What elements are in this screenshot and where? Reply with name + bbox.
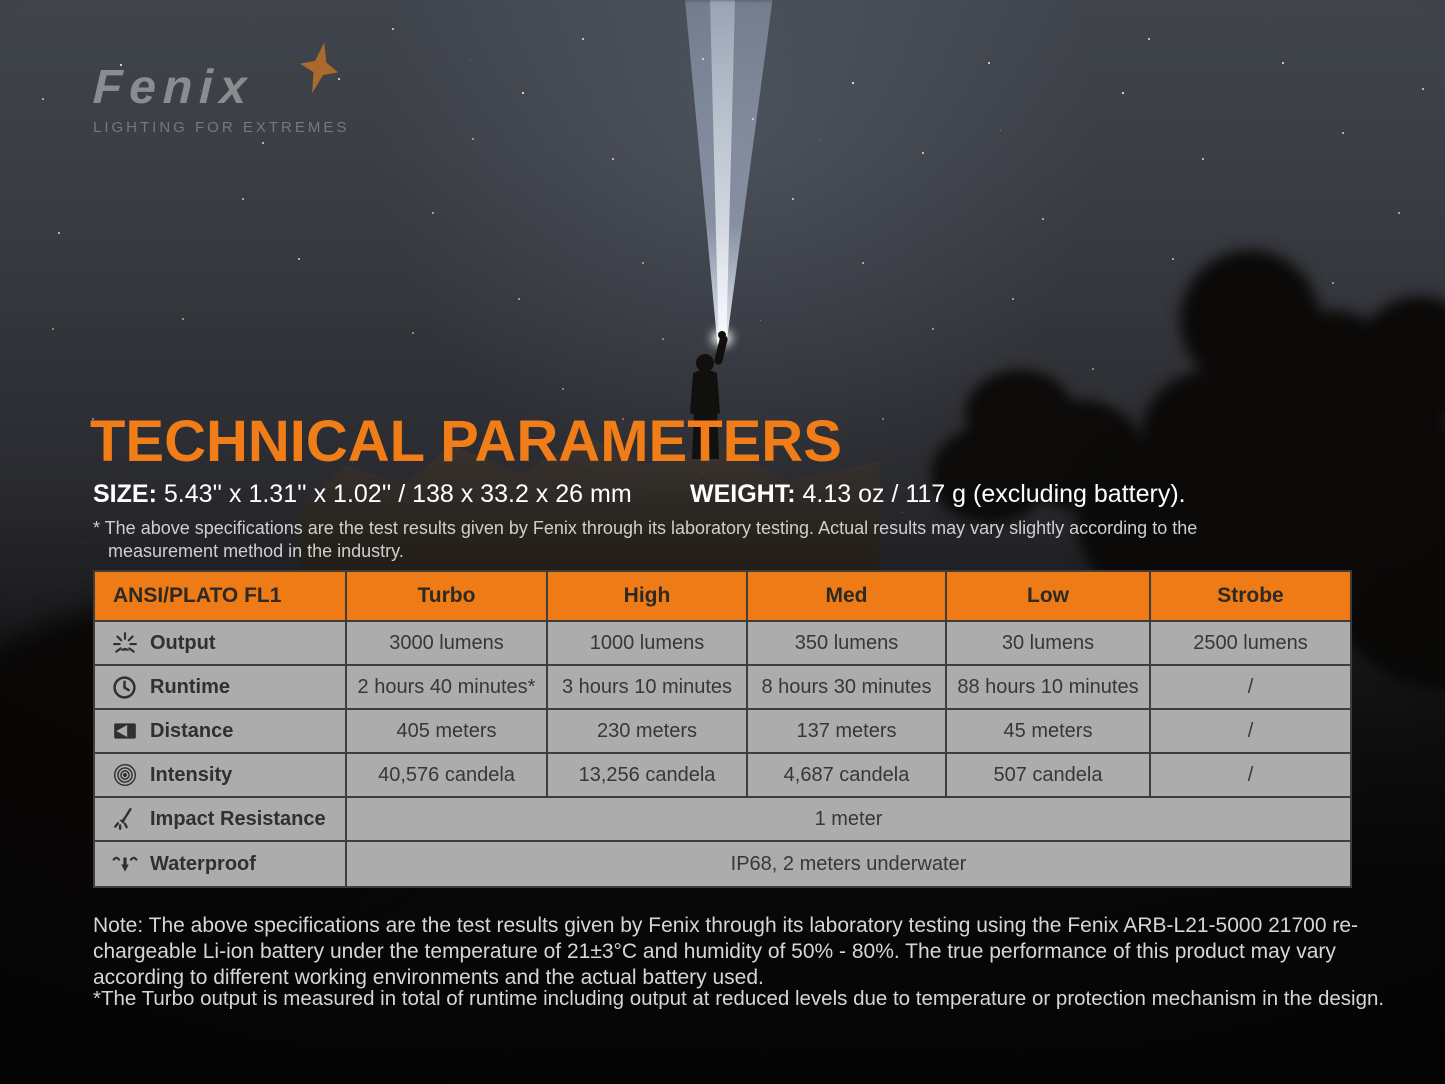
footnote-turbo-note: *The Turbo output is measured in total o…	[93, 987, 1385, 1010]
col-header-high: High	[548, 572, 748, 622]
distance-beam-icon	[111, 718, 138, 745]
row-label-text: Impact Resistance	[150, 807, 326, 830]
size-spec: SIZE: 5.43'' x 1.31'' x 1.02'' / 138 x 3…	[93, 480, 632, 508]
col-header-low: Low	[947, 572, 1151, 622]
cell-distance-med: 137 meters	[748, 710, 947, 754]
row-label-text: Runtime	[150, 675, 230, 698]
cell-output-strobe: 2500 lumens	[1151, 622, 1350, 666]
cell-runtime-med: 8 hours 30 minutes	[748, 666, 947, 710]
cell-impact-resistance-value: 1 meter	[347, 798, 1350, 842]
row-label-text: Waterproof	[150, 852, 256, 875]
col-header-strobe: Strobe	[1151, 572, 1350, 622]
table-row-output: Output 3000 lumens 1000 lumens 350 lumen…	[95, 622, 1350, 666]
size-value: 5.43'' x 1.31'' x 1.02'' / 138 x 33.2 x …	[156, 480, 632, 508]
spec-table: ANSI/PLATO FL1 Turbo High Med Low Strobe…	[93, 570, 1352, 888]
waterproof-arrow-icon	[111, 851, 138, 878]
table-row-impact-resistance: Impact Resistance 1 meter	[95, 798, 1350, 842]
table-row-distance: Distance 405 meters 230 meters 137 meter…	[95, 710, 1350, 754]
intensity-target-icon	[111, 762, 138, 789]
fenix-star-icon	[299, 42, 339, 94]
row-label-text: Intensity	[150, 763, 233, 786]
row-label-runtime: Runtime	[95, 666, 347, 710]
cell-intensity-low: 507 candela	[947, 754, 1151, 798]
runtime-clock-icon	[111, 674, 138, 701]
weight-spec: WEIGHT: 4.13 oz / 117 g (excluding batte…	[690, 480, 1186, 509]
fenix-tagline: LIGHTING FOR EXTREMES	[93, 119, 350, 136]
col-header-med: Med	[748, 572, 947, 622]
fenix-logo: Fenix LIGHTING FOR EXTREMES	[92, 42, 413, 150]
weight-value: 4.13 oz / 117 g (excluding battery).	[795, 480, 1186, 508]
table-row-runtime: Runtime 2 hours 40 minutes* 3 hours 10 m…	[95, 666, 1350, 710]
cell-runtime-strobe: /	[1151, 666, 1350, 710]
table-row-waterproof: Waterproof IP68, 2 meters underwater	[95, 842, 1350, 886]
row-label-intensity: Intensity	[95, 754, 347, 798]
cell-output-med: 350 lumens	[748, 622, 947, 666]
col-header-ansi-plato-fl1: ANSI/PLATO FL1	[95, 572, 347, 622]
fenix-wordmark: Fenix	[92, 61, 255, 114]
cell-output-high: 1000 lumens	[548, 622, 748, 666]
cell-distance-strobe: /	[1151, 710, 1350, 754]
weight-label: WEIGHT:	[690, 480, 796, 508]
cell-intensity-turbo: 40,576 candela	[347, 754, 548, 798]
cell-intensity-med: 4,687 candela	[748, 754, 947, 798]
row-label-impact-resistance: Impact Resistance	[95, 798, 347, 842]
cell-distance-high: 230 meters	[548, 710, 748, 754]
cell-runtime-low: 88 hours 10 minutes	[947, 666, 1151, 710]
table-header-row: ANSI/PLATO FL1 Turbo High Med Low Strobe	[95, 572, 1350, 622]
output-sunburst-icon	[111, 630, 138, 657]
cell-waterproof-value: IP68, 2 meters underwater	[347, 842, 1350, 886]
footnote-battery-note: Note: The above specifications are the t…	[93, 914, 1358, 989]
cell-runtime-high: 3 hours 10 minutes	[548, 666, 748, 710]
cell-intensity-high: 13,256 candela	[548, 754, 748, 798]
row-label-distance: Distance	[95, 710, 347, 754]
page-title: TECHNICAL PARAMETERS	[90, 409, 842, 474]
cell-distance-low: 45 meters	[947, 710, 1151, 754]
size-weight-line: SIZE: 5.43'' x 1.31'' x 1.02'' / 138 x 3…	[93, 480, 1393, 512]
spec-disclaimer: * The above specifications are the test …	[93, 518, 1198, 561]
cell-distance-turbo: 405 meters	[347, 710, 548, 754]
table-row-intensity: Intensity 40,576 candela 13,256 candela …	[95, 754, 1350, 798]
size-label: SIZE:	[93, 480, 157, 508]
col-header-turbo: Turbo	[347, 572, 548, 622]
impact-arrow-icon	[111, 806, 138, 833]
cell-intensity-strobe: /	[1151, 754, 1350, 798]
row-label-text: Output	[150, 631, 216, 654]
row-label-text: Distance	[150, 719, 234, 742]
cell-output-low: 30 lumens	[947, 622, 1151, 666]
cell-output-turbo: 3000 lumens	[347, 622, 548, 666]
row-label-output: Output	[95, 622, 347, 666]
row-label-waterproof: Waterproof	[95, 842, 347, 886]
cell-runtime-turbo: 2 hours 40 minutes*	[347, 666, 548, 710]
